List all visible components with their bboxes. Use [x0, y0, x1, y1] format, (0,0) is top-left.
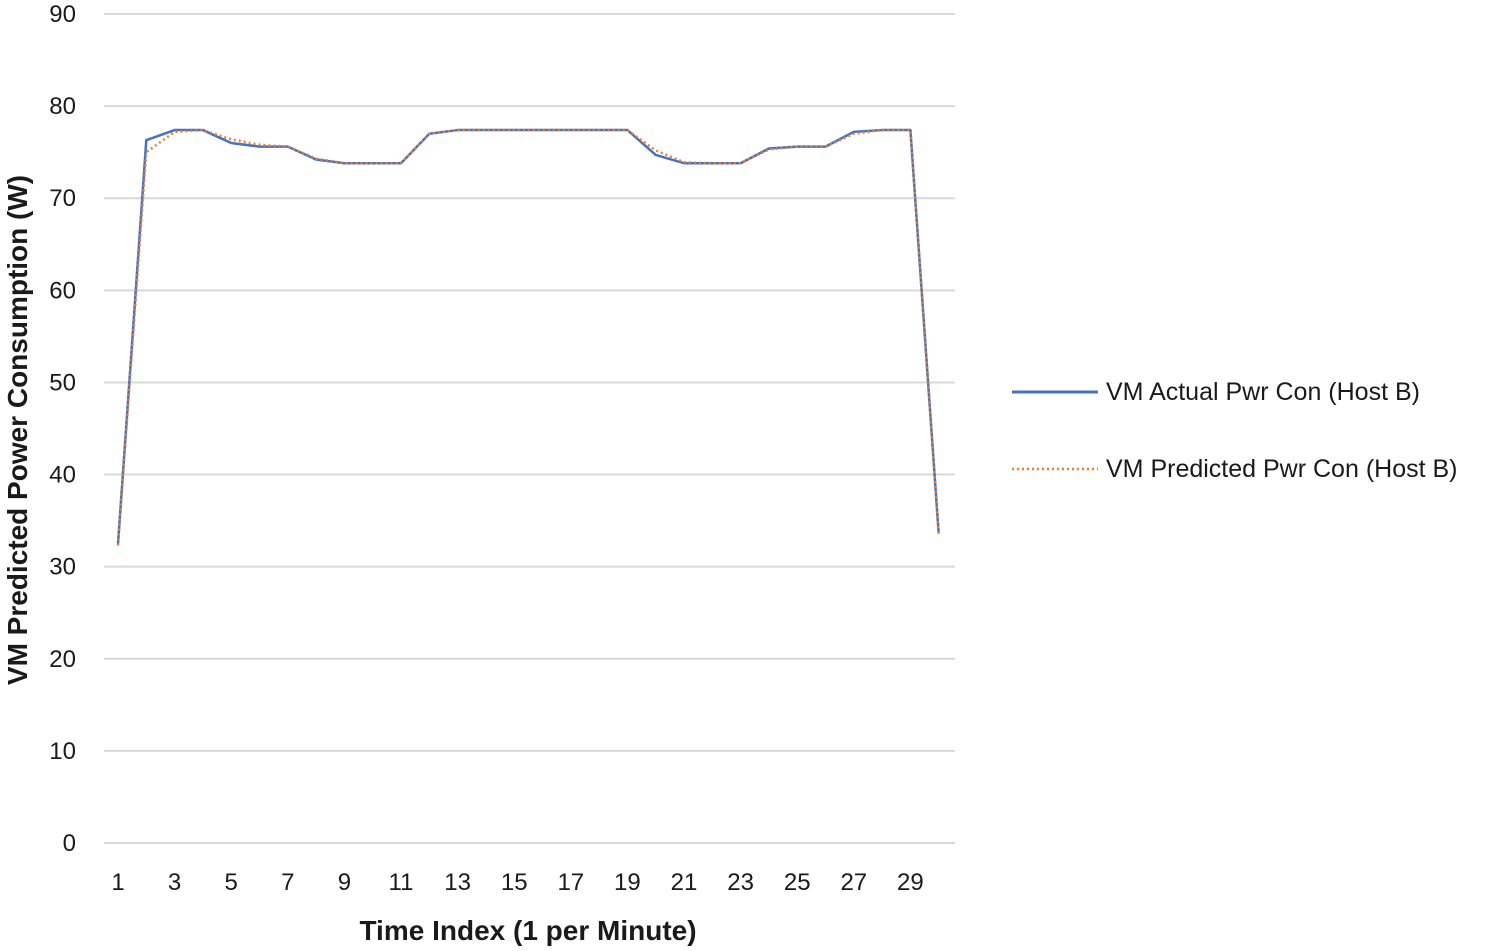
- y-tick-label-50: 50: [49, 369, 76, 396]
- y-tick-label-0: 0: [63, 830, 76, 857]
- x-axis-title: Time Index (1 per Minute): [359, 915, 696, 946]
- legend-label-actual: VM Actual Pwr Con (Host B): [1106, 378, 1420, 406]
- x-tick-label-19: 19: [614, 869, 641, 896]
- y-axis-tick-labels: 0 10 20 30 40 50 60 70 80 90: [49, 1, 76, 857]
- x-tick-label-11: 11: [389, 869, 414, 896]
- x-tick-label-13: 13: [444, 869, 471, 896]
- y-tick-label-40: 40: [49, 462, 76, 489]
- x-tick-label-7: 7: [281, 869, 294, 896]
- gridlines: [104, 13, 955, 844]
- x-axis-tick-labels: 1 3 5 7 9 11 13 15 17 19 21 23 25 27 29: [111, 869, 923, 896]
- y-tick-label-20: 20: [49, 646, 76, 673]
- y-tick-label-10: 10: [49, 738, 76, 765]
- legend: VM Actual Pwr Con (Host B) VM Predicted …: [1012, 378, 1458, 483]
- x-tick-label-3: 3: [168, 869, 181, 896]
- x-tick-label-27: 27: [840, 869, 867, 896]
- x-tick-label-29: 29: [897, 869, 924, 896]
- y-tick-label-30: 30: [49, 554, 76, 581]
- y-tick-label-80: 80: [49, 93, 76, 120]
- y-axis-title: VM Predicted Power Consumption (W): [2, 175, 33, 685]
- y-tick-label-70: 70: [49, 185, 76, 212]
- series-lines: [116, 128, 940, 546]
- x-tick-label-9: 9: [338, 869, 351, 896]
- x-tick-label-17: 17: [557, 869, 584, 896]
- x-tick-label-15: 15: [501, 869, 528, 896]
- y-tick-label-90: 90: [49, 1, 76, 28]
- x-tick-label-23: 23: [727, 869, 754, 896]
- x-tick-label-25: 25: [784, 869, 811, 896]
- x-tick-label-1: 1: [111, 869, 124, 896]
- x-tick-label-5: 5: [225, 869, 238, 896]
- x-tick-label-21: 21: [671, 869, 698, 896]
- series-line-predicted: [116, 128, 940, 546]
- y-tick-label-60: 60: [49, 277, 76, 304]
- legend-label-predicted: VM Predicted Pwr Con (Host B): [1106, 455, 1458, 483]
- series-line-actual: [116, 128, 940, 544]
